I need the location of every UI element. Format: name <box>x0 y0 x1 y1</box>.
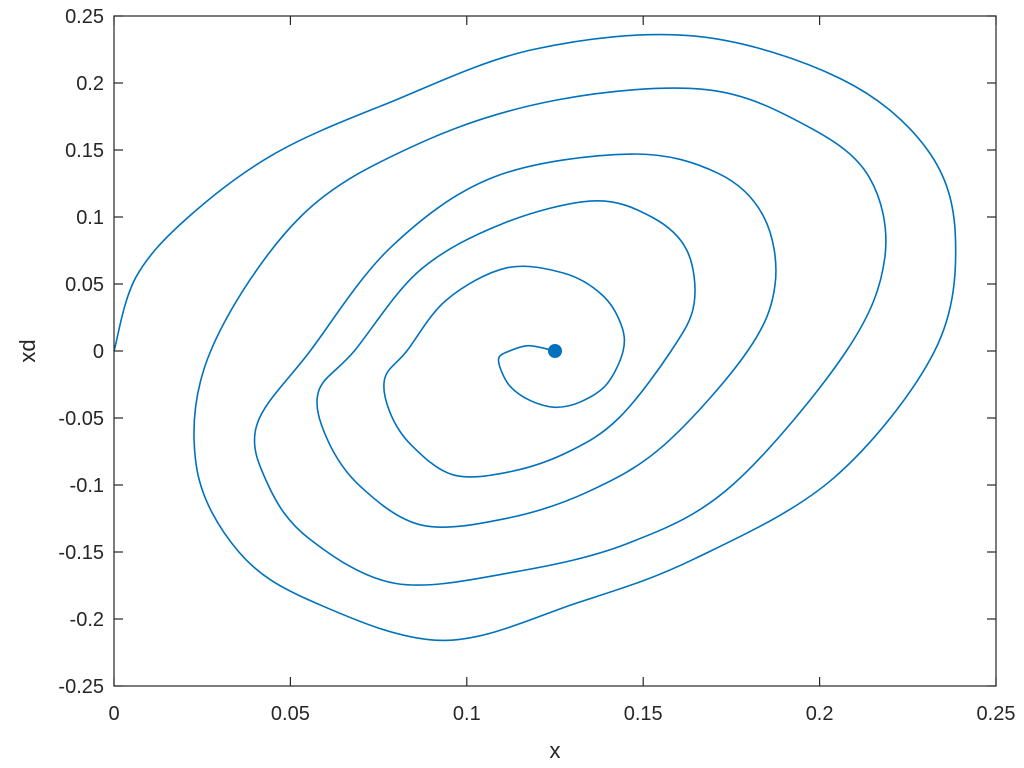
y-axis-ticks: -0.25 -0.2 -0.15 -0.1 -0.05 0 0.05 0.1 0.15 0.2 0.… <box>58 6 996 698</box>
y-tick-label: 0 <box>93 341 104 363</box>
y-tick-label: -0.25 <box>58 676 104 698</box>
x-tick-label: 0.25 <box>977 703 1016 725</box>
x-tick-label: 0.05 <box>271 703 310 725</box>
x-tick-label: 0.1 <box>453 703 481 725</box>
y-tick-label: 0.1 <box>76 207 104 229</box>
x-tick-label: 0.15 <box>624 703 663 725</box>
y-tick-label: 0.15 <box>65 140 104 162</box>
x-tick-label: 0 <box>108 703 119 725</box>
y-tick-label: -0.2 <box>70 609 104 631</box>
y-tick-label: -0.05 <box>58 408 104 430</box>
x-tick-label: 0.2 <box>806 703 834 725</box>
y-axis-label: xd <box>15 339 40 362</box>
series-line-1 <box>113 33 957 642</box>
y-tick-label: 0.25 <box>65 6 104 28</box>
y-tick-label: 0.2 <box>76 73 104 95</box>
x-axis-label: x <box>550 738 561 763</box>
y-tick-label: 0.05 <box>65 274 104 296</box>
y-tick-label: -0.15 <box>58 542 104 564</box>
y-tick-label: -0.1 <box>70 475 104 497</box>
spiral-center-point <box>548 344 562 358</box>
x-axis-ticks: 0 0.05 0.1 0.15 0.2 0.25 <box>108 16 1015 725</box>
